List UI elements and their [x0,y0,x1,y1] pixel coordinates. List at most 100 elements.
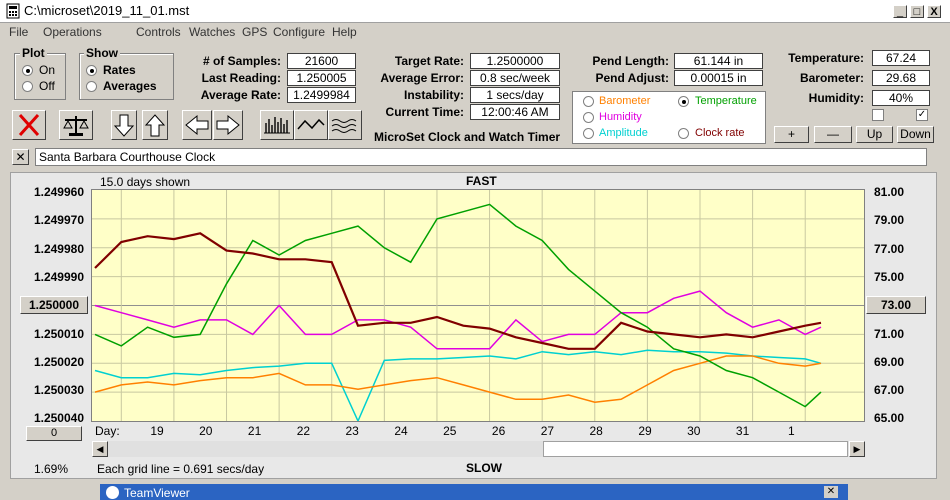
offset-button[interactable]: 0 [26,426,82,441]
close-button[interactable]: X [927,5,941,18]
stop-button[interactable] [12,110,46,140]
barometer-channel-label: Barometer [599,95,651,107]
wave-view-button[interactable] [294,110,328,140]
slow-label: SLOW [466,461,502,475]
menu-gps[interactable]: GPS [242,25,268,39]
teamviewer-title: TeamViewer [124,486,190,500]
right-center-button[interactable]: 73.00 [866,296,926,314]
x-tick-label: 24 [394,424,408,438]
menu-configure[interactable]: Configure [273,25,326,39]
horizontal-scrollbar[interactable]: ◀ ▶ [92,441,865,457]
menu-help[interactable]: Help [332,25,357,39]
x-tick-label: 30 [687,424,701,438]
scroll-left-icon[interactable]: ◀ [92,441,108,457]
right-arrow-button[interactable] [213,110,243,140]
last-reading-field: 1.250005 [287,70,356,86]
clear-clock-button[interactable]: ✕ [12,149,29,165]
amplitude-series-line [94,349,822,423]
x-tick-label: 25 [443,424,457,438]
average-error-label: Average Error: [380,71,464,85]
average-rate-field: 1.2499984 [287,87,356,103]
show-rates-radio[interactable] [86,65,97,76]
x-tick-label: 23 [345,424,359,438]
plot-on-radio[interactable] [22,65,33,76]
right-tick-label: 75.00 [874,269,905,284]
barometer-radio[interactable] [583,96,594,107]
menu-file[interactable]: File [9,25,29,39]
current-time-field: 12:00:46 AM [470,104,560,120]
left-tick-label: 1.249970 [33,213,84,228]
plot-off-radio[interactable] [22,81,33,92]
days-shown-label: 15.0 days shown [100,175,191,189]
humidity-radio[interactable] [583,112,594,123]
plus-button[interactable]: + [774,126,809,143]
up-button[interactable]: Up [856,126,893,143]
target-rate-field[interactable]: 1.2500000 [470,53,560,69]
left-arrow-button[interactable] [182,110,212,140]
maximize-button[interactable]: □ [910,5,924,18]
pend-adjust-label: Pend Adjust: [595,71,669,85]
clock-name-field[interactable]: Santa Barbara Courthouse Clock [35,148,927,166]
amplitude-radio[interactable] [583,128,594,139]
clock-rate-series-line [94,232,822,350]
teamviewer-icon [106,486,119,499]
instability-field: 1 secs/day [470,87,560,103]
arrow-left-icon [185,114,209,136]
multi-wave-icon [331,119,357,133]
pend-length-field[interactable]: 61.144 in [674,53,763,69]
menu-controls[interactable]: Controls [136,25,181,39]
env-checkbox-1[interactable] [872,109,884,121]
teamviewer-close-icon[interactable]: ✕ [824,486,838,498]
x-tick-label: 27 [540,424,555,438]
multi-wave-button[interactable] [328,110,362,140]
scroll-thumb[interactable] [543,441,848,457]
down-button[interactable]: Down [897,126,934,143]
left-tick-label: 1.250010 [33,326,84,341]
scale-icon [63,116,89,136]
show-averages-radio[interactable] [86,81,97,92]
x-tick-label: 31 [735,424,750,438]
show-averages-label: Averages [103,79,157,93]
clock-rate-radio[interactable] [678,128,689,139]
pend-adjust-field: 0.00015 in [674,70,763,86]
right-tick-label: 77.00 [874,241,905,256]
channel-selector [572,91,766,144]
average-error-field: 0.8 sec/week [470,70,560,86]
wave-icon [297,118,325,130]
arrow-right-icon [216,114,240,136]
x-tick-label: 19 [150,424,164,438]
menu-bar: File Operations Controls Watches GPS Con… [0,23,950,41]
amplitude-channel-label: Amplitude [599,127,648,139]
scroll-right-icon[interactable]: ▶ [849,441,865,457]
app-icon [6,3,20,19]
menu-operations[interactable]: Operations [43,25,102,39]
app-caption: MicroSet Clock and Watch Timer [374,130,561,144]
samples-field: 21600 [287,53,356,69]
samples-label: # of Samples: [202,54,281,68]
arrow-down-icon [113,114,135,137]
balance-button[interactable] [59,110,93,140]
humidity-label: Humidity: [808,91,864,105]
minus-button[interactable]: — [814,126,852,143]
minimize-button[interactable]: _ [893,5,907,18]
show-group [79,53,174,100]
env-checkbox-2[interactable]: ✓ [916,109,928,121]
last-reading-label: Last Reading: [201,71,281,85]
instability-label: Instability: [403,88,464,102]
plot-off-label: Off [39,79,55,93]
x-tick-label: 20 [199,424,213,438]
plot-area [91,189,865,423]
percent-label: 1.69% [34,462,69,476]
menu-watches[interactable]: Watches [189,25,236,39]
barometer-label: Barometer: [799,71,864,85]
down-arrow-button[interactable] [111,110,137,140]
temperature-radio[interactable] [678,96,689,107]
current-time-label: Current Time: [385,105,464,119]
up-arrow-button[interactable] [142,110,168,140]
barometer-field: 29.68 [872,70,930,86]
left-tick-label: 1.250020 [33,354,84,369]
pend-length-label: Pend Length: [592,54,669,68]
bars-view-button[interactable] [260,110,294,140]
center-value-button[interactable]: 1.250000 [20,296,88,314]
x-tick-label: 28 [589,424,603,438]
